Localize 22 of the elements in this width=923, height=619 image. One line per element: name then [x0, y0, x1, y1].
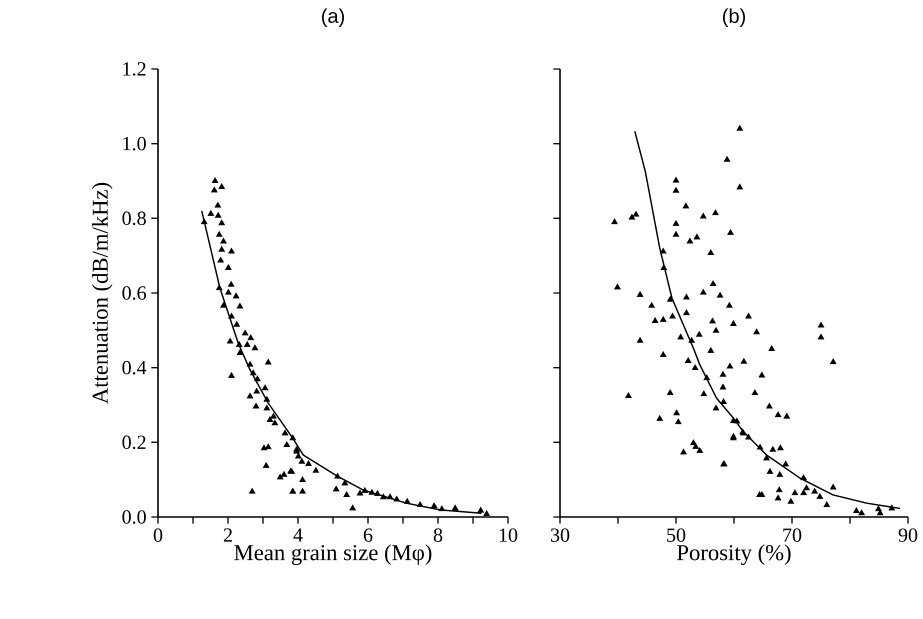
x-tick-label: 30 — [550, 528, 570, 542]
x-tick-label: 70 — [783, 528, 802, 542]
y-axis-title: Attenuation (dB/m/kHz) — [92, 182, 112, 404]
y-tick-label: 1.2 — [123, 62, 146, 76]
x-tick-label: 2 — [224, 528, 232, 542]
x-tick-label: 6 — [364, 528, 372, 542]
y-tick-label: 0.6 — [122, 286, 146, 300]
x-axis-title: Porosity (%) — [677, 544, 791, 565]
y-tick-label: 0.0 — [122, 510, 146, 524]
x-tick-label: 90 — [898, 528, 918, 542]
x-tick-label: 10 — [500, 528, 518, 542]
y-tick-label: 0.4 — [122, 360, 146, 374]
x-tick-label: 8 — [434, 528, 442, 542]
y-tick-label: 0.8 — [122, 212, 146, 226]
y-tick-label: 1.0 — [123, 136, 146, 150]
x-tick-label: 0 — [154, 528, 162, 542]
x-tick-label: 50 — [667, 528, 686, 542]
chart-title: (a) — [322, 8, 344, 27]
chart-title: (b) — [723, 8, 745, 27]
x-axis-title: Mean grain size (Mφ) — [234, 544, 432, 565]
y-tick-label: 0.2 — [122, 436, 146, 450]
x-tick-label: 4 — [293, 528, 303, 542]
